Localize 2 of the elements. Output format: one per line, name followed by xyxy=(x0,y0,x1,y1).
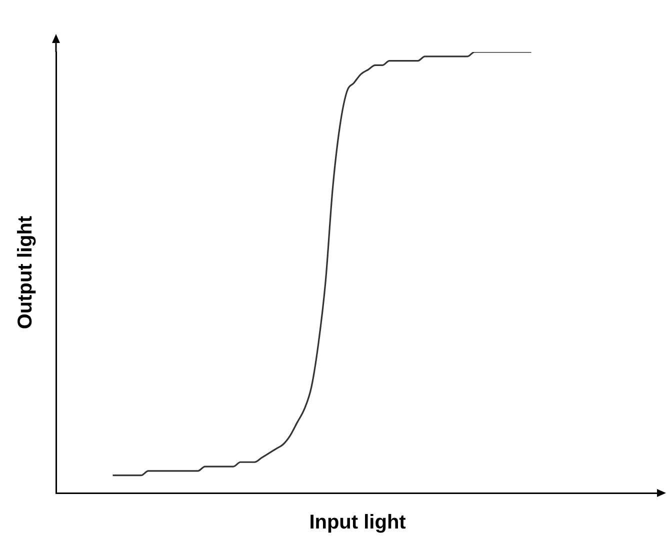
x-axis-title: Input light xyxy=(309,512,406,534)
y-axis-title: Output light xyxy=(14,216,37,330)
